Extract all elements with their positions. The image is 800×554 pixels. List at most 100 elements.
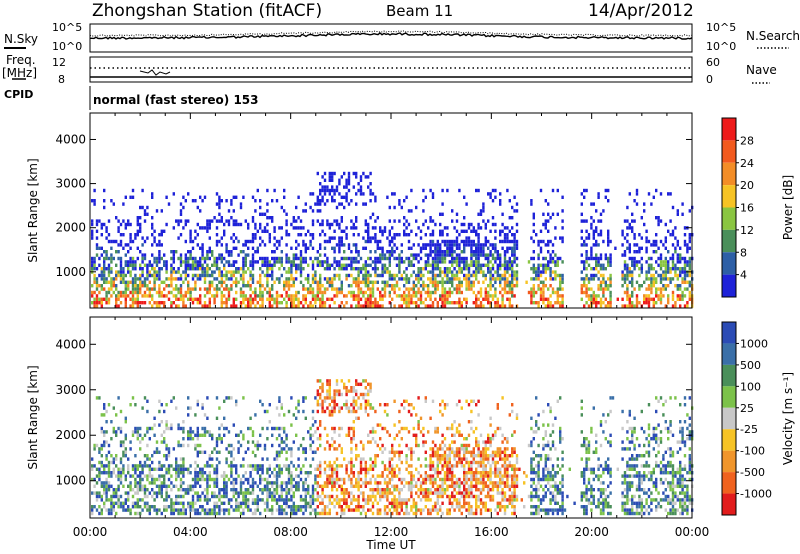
- heatmap-cell: [263, 243, 267, 247]
- heatmap-cell: [338, 392, 341, 397]
- heatmap-cell: [266, 481, 269, 485]
- heatmap-cell: [280, 494, 283, 499]
- heatmap-cell: [203, 488, 207, 492]
- heatmap-cells: [91, 171, 694, 308]
- heatmap-cell: [211, 219, 214, 223]
- heatmap-cell: [662, 263, 665, 267]
- heatmap-cell: [597, 192, 600, 196]
- heatmap-cell: [189, 426, 192, 431]
- heatmap-cell: [136, 511, 139, 516]
- heatmap-cell: [352, 389, 355, 393]
- heatmap-cell: [547, 219, 550, 223]
- heatmap-cell: [391, 239, 394, 244]
- heatmap-cell: [559, 273, 562, 278]
- heatmap-cell: [494, 270, 497, 274]
- heatmap-cell: [136, 484, 139, 488]
- heatmap-cell: [271, 491, 274, 495]
- heatmap-cell: [508, 256, 511, 261]
- heatmap-cell: [148, 508, 151, 512]
- heatmap-cell: [419, 297, 423, 301]
- heatmap-cell: [405, 219, 408, 223]
- heatmap-cell: [407, 260, 411, 264]
- heatmap-cell: [355, 379, 358, 383]
- heatmap-cell: [357, 505, 360, 509]
- heatmap-cell: [299, 250, 303, 254]
- heatmap-cell: [499, 229, 502, 233]
- heatmap-cell: [211, 263, 214, 267]
- heatmap-cell: [659, 239, 663, 244]
- heatmap-cell: [105, 253, 108, 257]
- heatmap-cell: [275, 508, 279, 512]
- heatmap-cell: [148, 457, 151, 461]
- heatmap-cell: [131, 195, 135, 199]
- heatmap-cell: [129, 195, 132, 199]
- heatmap-cell: [599, 273, 603, 278]
- heatmap-cell: [278, 508, 281, 512]
- heatmap-cell: [316, 290, 319, 295]
- heatmap-cell: [206, 219, 209, 223]
- heatmap-cell: [345, 273, 348, 278]
- heatmap-cell: [151, 226, 154, 230]
- heatmap-cell: [367, 297, 370, 301]
- heatmap-cell: [119, 430, 123, 434]
- heatmap-cell: [139, 277, 142, 281]
- heatmap-cell: [230, 454, 233, 458]
- heatmap-cell: [350, 501, 353, 505]
- heatmap-cell: [110, 294, 113, 298]
- freq-noise-trace: [139, 69, 171, 76]
- heatmap-cell: [340, 484, 343, 488]
- heatmap-cell: [208, 304, 211, 308]
- heatmap-cell: [472, 280, 475, 284]
- heatmap-cell: [403, 277, 406, 281]
- heatmap-cell: [535, 273, 538, 278]
- heatmap-cell: [587, 304, 591, 308]
- heatmap-cell: [160, 403, 163, 407]
- heatmap-cell: [362, 396, 365, 400]
- heatmap-cell: [415, 273, 418, 278]
- heatmap-cell: [410, 229, 413, 233]
- heatmap-cell: [412, 287, 415, 291]
- heatmap-cell: [302, 256, 305, 261]
- heatmap-cell: [331, 297, 334, 301]
- heatmap-cell: [398, 202, 401, 206]
- heatmap-cell: [599, 253, 603, 257]
- heatmap-cell: [338, 501, 341, 505]
- heatmap-cell: [103, 491, 106, 495]
- heatmap-cell: [321, 175, 324, 179]
- heatmap-cell: [340, 447, 343, 451]
- heatmap-cell: [446, 250, 449, 254]
- heatmap-cell: [235, 270, 238, 274]
- heatmap-cell: [251, 216, 255, 220]
- heatmap-cell: [110, 494, 113, 499]
- heatmap-cell: [307, 277, 310, 281]
- heatmap-cell: [247, 440, 250, 444]
- heatmap-cell: [172, 301, 175, 305]
- heatmap-cell: [513, 246, 516, 250]
- heatmap-cell: [357, 233, 360, 237]
- heatmap-cell: [319, 233, 322, 237]
- heatmap-cell: [475, 294, 478, 298]
- heatmap-cell: [352, 494, 355, 499]
- heatmap-cell: [165, 471, 168, 475]
- heatmap-cell: [333, 192, 336, 196]
- heatmap-cell: [338, 263, 341, 267]
- heatmap-cell: [271, 443, 274, 448]
- heatmap-cell: [477, 297, 480, 301]
- heatmap-cell: [215, 505, 219, 509]
- heatmap-cell: [362, 508, 365, 512]
- heatmap-cell: [475, 253, 478, 257]
- heatmap-cell: [679, 270, 682, 274]
- heatmap-cell: [561, 260, 564, 264]
- heatmap-cell: [314, 202, 317, 206]
- heatmap-cell: [184, 488, 187, 492]
- heatmap-cell: [333, 440, 336, 444]
- heatmap-cell: [158, 253, 161, 257]
- heatmap-cell: [175, 467, 178, 471]
- heatmap-cell: [460, 290, 463, 295]
- heatmap-cell: [607, 301, 610, 305]
- heatmap-cell: [362, 171, 365, 176]
- heatmap-cell: [163, 498, 166, 502]
- heatmap-cell: [542, 256, 545, 261]
- heatmap-cell: [393, 505, 396, 509]
- heatmap-cell: [345, 491, 348, 495]
